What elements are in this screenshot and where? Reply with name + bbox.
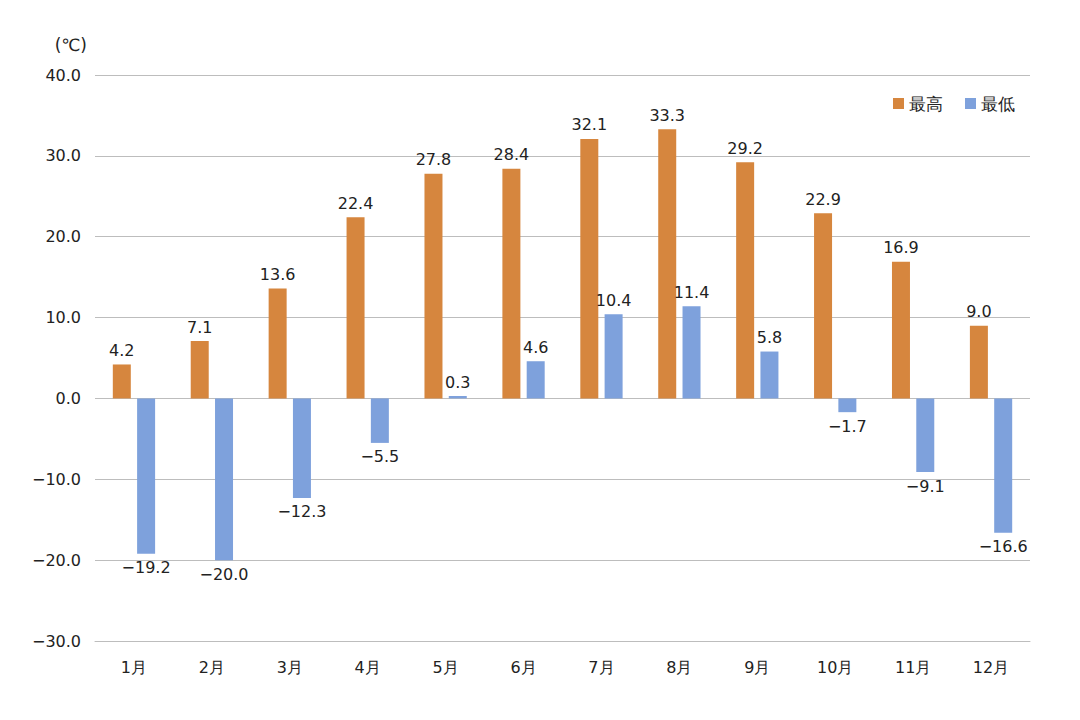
svg-text:5月: 5月 [433,658,459,677]
svg-text:30.0: 30.0 [45,146,81,165]
svg-text:11.4: 11.4 [674,283,710,302]
svg-text:12月: 12月 [973,658,1009,677]
svg-text:1月: 1月 [121,658,147,677]
svg-text:33.3: 33.3 [649,106,685,125]
svg-text:(℃): (℃) [55,35,87,55]
svg-text:−9.1: −9.1 [906,477,945,496]
svg-text:−5.5: −5.5 [360,447,399,466]
svg-text:16.9: 16.9 [883,238,919,257]
svg-text:7.1: 7.1 [187,318,212,337]
svg-text:13.6: 13.6 [260,265,296,284]
svg-text:7月: 7月 [588,658,614,677]
svg-text:20.0: 20.0 [45,227,81,246]
svg-text:10.4: 10.4 [596,291,632,310]
svg-text:29.2: 29.2 [727,139,763,158]
svg-text:22.9: 22.9 [805,190,841,209]
svg-text:4.2: 4.2 [109,341,134,360]
svg-text:27.8: 27.8 [416,150,452,169]
svg-text:9.0: 9.0 [966,302,991,321]
svg-text:0.3: 0.3 [445,373,470,392]
svg-text:−12.3: −12.3 [277,502,326,521]
svg-text:−20.0: −20.0 [200,565,249,584]
svg-text:28.4: 28.4 [494,145,530,164]
svg-text:11月: 11月 [895,658,931,677]
svg-text:4.6: 4.6 [523,338,548,357]
svg-text:−1.7: −1.7 [828,417,867,436]
svg-text:10月: 10月 [817,658,853,677]
svg-text:−30.0: −30.0 [32,632,81,651]
svg-text:最高: 最高 [909,94,943,114]
svg-text:22.4: 22.4 [338,194,374,213]
svg-text:4月: 4月 [355,658,381,677]
svg-text:32.1: 32.1 [571,115,607,134]
svg-text:0.0: 0.0 [56,389,81,408]
svg-text:5.8: 5.8 [757,328,782,347]
svg-text:8月: 8月 [666,658,692,677]
svg-text:10.0: 10.0 [45,308,81,327]
svg-text:3月: 3月 [277,658,303,677]
svg-text:6月: 6月 [510,658,536,677]
svg-text:9月: 9月 [744,658,770,677]
svg-text:最低: 最低 [981,94,1015,114]
svg-text:2月: 2月 [199,658,225,677]
svg-text:−16.6: −16.6 [979,537,1028,556]
svg-text:−19.2: −19.2 [122,558,171,577]
svg-text:−20.0: −20.0 [32,551,81,570]
svg-text:−10.0: −10.0 [32,470,81,489]
svg-text:40.0: 40.0 [45,66,81,85]
